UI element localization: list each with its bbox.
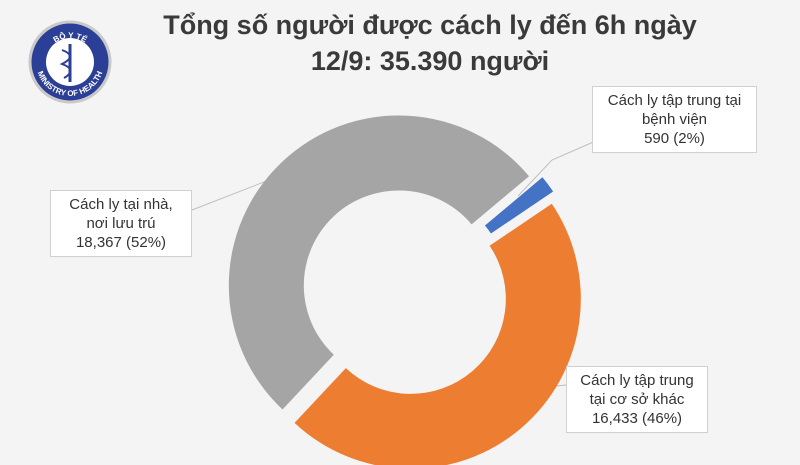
label-box: Cách ly tập trung tại bệnh viện 590 (2%) — [592, 86, 757, 153]
value-label: 18,367 (52%) — [75, 234, 167, 251]
logo-top: BỘ Y TẾ — [52, 31, 90, 45]
chart-title: 12/9: 35.390 người — [311, 46, 549, 76]
category-label: Cách ly tập trung tại bệnh viện — [607, 92, 742, 128]
logo-top-text: BỘ Y TẾ — [52, 31, 90, 45]
value-label: 16,433 (46%) — [591, 410, 683, 427]
category-label: Cách ly tại nhà, nơi lưu trú — [69, 196, 173, 232]
category-label: Cách ly tập trung tại cơ sở khác — [580, 372, 694, 408]
donut — [228, 115, 581, 465]
donut-segment — [228, 115, 530, 410]
chart-title: Tổng số người được cách ly đến 6h ngày — [163, 10, 697, 40]
donut-segment — [484, 177, 554, 234]
label-box: Cách ly tại nhà, nơi lưu trú 18,367 (52%… — [50, 190, 192, 257]
label-box: Cách ly tập trung tại cơ sở khác 16,433 … — [566, 366, 708, 433]
donut-segment — [294, 203, 581, 465]
value-label: 590 (2%) — [644, 130, 705, 147]
leader-line — [517, 139, 599, 197]
logo: BỘ Y TẾ MINISTRY OF HEALTH — [28, 20, 112, 104]
